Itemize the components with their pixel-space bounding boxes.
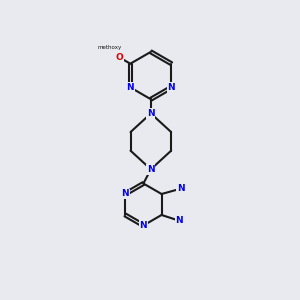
Text: N: N <box>122 190 129 199</box>
Text: N: N <box>176 216 183 225</box>
Text: methoxy: methoxy <box>97 45 122 50</box>
Text: N: N <box>127 83 134 92</box>
Text: N: N <box>147 165 155 174</box>
Text: N: N <box>177 184 184 193</box>
Text: N: N <box>140 221 147 230</box>
Text: N: N <box>147 109 155 118</box>
Text: O: O <box>116 53 124 62</box>
Text: N: N <box>168 83 175 92</box>
